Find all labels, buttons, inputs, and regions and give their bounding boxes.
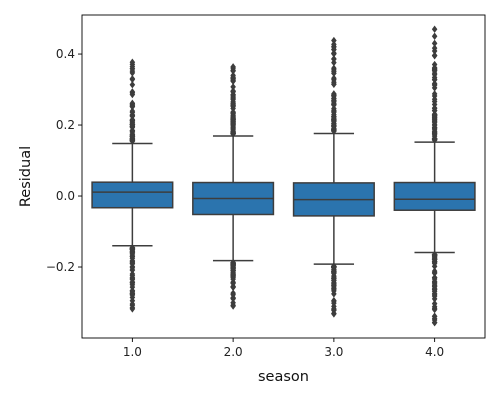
y-tick-label: 0.2 — [56, 118, 75, 132]
flier-point — [331, 66, 337, 74]
flier-point — [431, 104, 438, 112]
fliers — [129, 58, 136, 313]
flier-point — [129, 75, 136, 83]
flier-point — [230, 270, 236, 278]
y-tick-label: −0.2 — [46, 260, 75, 274]
y-axis: −0.2 0.0 0.2 0.4 — [46, 47, 82, 274]
flier-point — [431, 118, 438, 127]
flier-point — [230, 129, 236, 138]
flier-point — [129, 103, 136, 111]
box-group-3.0 — [292, 36, 375, 318]
fliers — [431, 25, 438, 327]
flier-point — [129, 81, 136, 89]
flier-point — [230, 302, 236, 310]
y-tick-label: 0.0 — [56, 189, 75, 203]
flier-point — [129, 249, 136, 257]
flier-point — [331, 36, 337, 45]
x-tick-label: 1.0 — [123, 345, 142, 359]
flier-point — [431, 51, 438, 60]
y-tick-label: 0.4 — [56, 47, 75, 61]
flier-point — [129, 132, 136, 140]
flier-point — [230, 100, 236, 108]
flier-point — [129, 271, 136, 280]
flier-point — [331, 101, 337, 109]
flier-point — [129, 58, 136, 66]
flier-point — [331, 268, 337, 276]
flier-point — [431, 305, 438, 314]
flier-point — [331, 310, 337, 318]
x-tick-label: 2.0 — [224, 345, 243, 359]
box-iqr — [393, 181, 476, 211]
flier-point — [230, 283, 236, 291]
x-tick-label: 4.0 — [425, 345, 444, 359]
plot-frame — [81, 14, 486, 339]
flier-point — [431, 64, 438, 72]
flier-point — [230, 261, 236, 270]
box-group-4.0 — [393, 25, 476, 327]
flier-point — [331, 263, 337, 271]
flier-point — [431, 95, 438, 103]
flier-point — [431, 128, 438, 137]
flier-point — [431, 32, 438, 40]
flier-point — [431, 25, 438, 33]
flier-point — [230, 120, 236, 128]
flier-point — [230, 77, 236, 85]
x-axis: 1.0 2.0 3.0 4.0 — [123, 338, 444, 359]
flier-point — [431, 90, 438, 98]
flier-point — [331, 287, 337, 295]
x-axis-label: season — [258, 369, 309, 385]
flier-point — [431, 319, 438, 327]
flier-point — [129, 90, 136, 99]
box-group-2.0 — [192, 63, 275, 310]
flier-point — [431, 44, 438, 52]
boxes-layer — [91, 25, 476, 327]
flier-point — [230, 63, 236, 71]
flier-point — [331, 276, 337, 285]
y-axis-label: Residual — [18, 146, 34, 207]
flier-point — [129, 137, 136, 145]
flier-point — [331, 40, 337, 49]
flier-point — [331, 58, 337, 67]
flier-point — [331, 55, 337, 63]
flier-point — [129, 259, 136, 268]
box-iqr — [91, 181, 174, 209]
flier-point — [431, 275, 438, 283]
flier-point — [431, 259, 438, 268]
fliers — [230, 63, 236, 310]
flier-point — [230, 94, 236, 102]
flier-point — [129, 244, 136, 252]
flier-point — [331, 96, 337, 104]
fliers — [331, 36, 337, 318]
box-group-1.0 — [91, 58, 174, 313]
flier-point — [331, 122, 337, 131]
flier-point — [129, 121, 136, 129]
flier-point — [230, 114, 236, 122]
flier-point — [129, 305, 136, 313]
flier-point — [431, 295, 438, 303]
flier-point — [129, 65, 136, 73]
flier-point — [431, 69, 438, 77]
flier-point — [129, 107, 136, 115]
flier-point — [431, 283, 438, 291]
flier-point — [431, 81, 438, 89]
flier-point — [230, 290, 236, 299]
flier-point — [331, 74, 337, 83]
flier-point — [431, 136, 438, 144]
flier-point — [331, 80, 337, 88]
flier-point — [129, 288, 136, 296]
x-tick-label: 3.0 — [324, 345, 343, 359]
